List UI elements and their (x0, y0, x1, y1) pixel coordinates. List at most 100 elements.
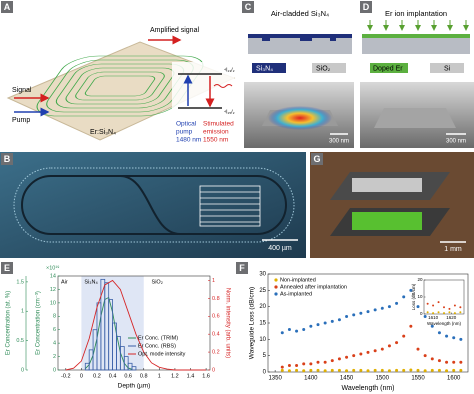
y-tick-label: 30 (259, 272, 266, 278)
data-point (366, 350, 370, 354)
inset-y-tick-label: 20 (417, 277, 423, 282)
panel-label-box (1, 153, 13, 165)
data-point (430, 368, 434, 372)
y-tick-label: 4 (53, 341, 56, 347)
inset-point (459, 311, 462, 314)
data-point (387, 305, 391, 309)
panel-c: C Air-cladded Si₃N₄ Si₃N₄ SiO₂ 300 nm (242, 1, 354, 148)
data-point (280, 368, 284, 372)
histogram-bar (131, 366, 137, 371)
inset-point (448, 307, 451, 310)
data-point (452, 360, 456, 364)
scale-label: 400 µm (268, 245, 292, 252)
data-point (373, 349, 377, 353)
data-point (373, 368, 377, 372)
data-point (409, 368, 413, 372)
amplified-label: Amplified signal (150, 27, 199, 34)
waveguide (374, 108, 456, 128)
y2-tick-label: 0.8 (212, 296, 220, 302)
legend-label: Si (444, 65, 451, 72)
region-label: Si₃N₄ (84, 279, 98, 285)
panel-b: 400 µm B (0, 152, 306, 258)
data-point (337, 357, 341, 361)
cross-section (248, 34, 352, 54)
y3-tick-label: 0.5 (16, 338, 24, 344)
y-tick-label: 0 (263, 370, 267, 376)
data-point (366, 310, 370, 314)
data-point (409, 324, 413, 328)
micrograph (0, 152, 306, 258)
inset-y-label: Loss (dB/cm) (411, 283, 416, 310)
legend-label: Si₃N₄ (256, 65, 273, 72)
data-point (430, 357, 434, 361)
crossing (119, 175, 181, 235)
inset-point (443, 306, 445, 309)
data-point (437, 331, 441, 335)
charts: Air Si₃N₄ SiO₂ -0.2 0 0.2 0.4 0.6 0.8 1 1.2 1.4 1.6 D… (6, 264, 469, 392)
legend-label: As-implanted (280, 291, 312, 297)
data-point (323, 360, 327, 364)
legend-swatch (430, 63, 464, 73)
data-point (316, 323, 320, 327)
data-point (445, 360, 449, 364)
inset-point (426, 311, 429, 314)
inset-point (437, 311, 440, 314)
data-point (330, 368, 334, 372)
inset-point (432, 304, 435, 307)
inset-point (426, 302, 429, 305)
y2-tick-label: 0.2 (212, 350, 220, 356)
data-point (416, 347, 420, 351)
y-tick-label: 14 (50, 273, 56, 279)
data-point (302, 362, 306, 366)
legend-label: SiO₂ (316, 65, 331, 72)
panel-label: A (4, 2, 11, 12)
x-tick-label: 0 (80, 373, 83, 379)
y-tick-label: 2 (53, 354, 56, 360)
data-point (302, 328, 306, 332)
data-point (395, 341, 399, 345)
data-point (395, 368, 399, 372)
y3-tick-label: 1.5 (16, 279, 24, 285)
y-tick-label: 25 (259, 288, 266, 294)
inset-point (453, 304, 456, 307)
pump-text: 1480 nm (176, 137, 201, 144)
signal-label: Signal (12, 87, 32, 94)
legend-label: Er Conc. (RBS) (138, 343, 176, 349)
data-point (366, 369, 370, 373)
x-axis-label: Depth (µm) (118, 383, 151, 390)
data-point (452, 336, 456, 340)
ion-arrows (367, 20, 469, 31)
region-label: Air (61, 279, 68, 285)
data-point (287, 363, 291, 367)
data-point (309, 368, 313, 372)
inset-x-tick-label: 1620 (446, 315, 457, 320)
data-point (423, 354, 427, 358)
data-point (345, 355, 349, 359)
green-emission (352, 212, 422, 230)
data-point (416, 368, 420, 372)
legend-label: Non-implanted (280, 277, 316, 283)
feature (330, 38, 336, 41)
data-point (359, 311, 363, 315)
data-point (280, 365, 284, 369)
y2-tick-label: 0.4 (212, 332, 220, 338)
y-multiplier: ×10¹⁹ (46, 264, 60, 271)
x-tick-label: 1600 (447, 376, 461, 382)
data-point (330, 319, 334, 323)
y3-axis-label: Er Concentration (at. %) (6, 291, 12, 355)
panel-label: D (363, 2, 370, 12)
pump-label: Pump (12, 117, 30, 124)
data-point (409, 288, 413, 292)
data-point (337, 368, 341, 372)
panel-label: G (313, 154, 320, 164)
x-tick-label: 0.6 (124, 373, 132, 379)
data-point (437, 359, 441, 363)
y-tick-label: 6 (53, 327, 56, 333)
emission-text: Stimulated (203, 121, 234, 128)
legend-swatch (274, 285, 278, 289)
data-point (330, 359, 334, 363)
data-point (459, 337, 463, 341)
data-point (423, 314, 427, 318)
data-point (287, 328, 291, 332)
